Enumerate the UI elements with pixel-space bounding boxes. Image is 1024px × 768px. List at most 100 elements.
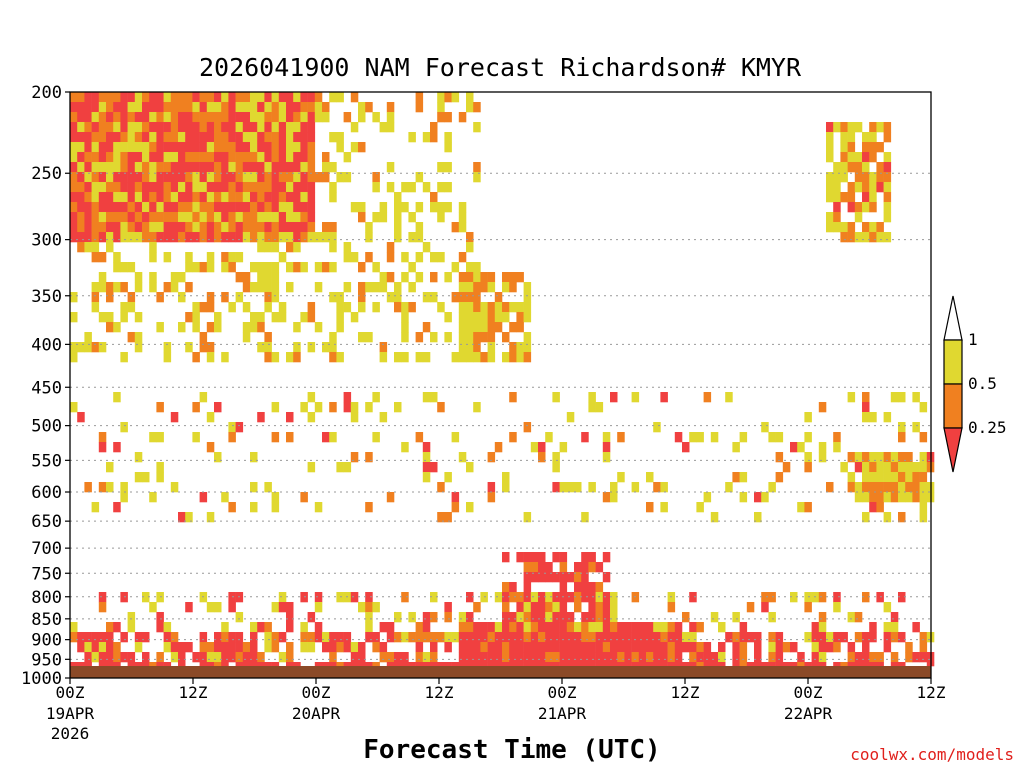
heatmap-cell bbox=[602, 552, 611, 563]
heatmap-cell bbox=[487, 622, 496, 633]
heatmap-cell bbox=[142, 142, 150, 153]
heatmap-cell bbox=[466, 312, 474, 323]
heatmap-cell bbox=[91, 292, 100, 303]
heatmap-cell bbox=[127, 172, 136, 183]
heatmap-cell bbox=[336, 352, 344, 363]
heatmap-cell bbox=[120, 302, 128, 313]
heatmap-cell bbox=[718, 662, 726, 667]
y-tick-label: 1000 bbox=[21, 669, 62, 689]
heatmap-cell bbox=[192, 152, 200, 163]
heatmap-cell bbox=[84, 222, 92, 233]
heatmap-cell bbox=[192, 222, 200, 233]
heatmap-cell bbox=[113, 152, 121, 163]
heatmap-cell bbox=[696, 622, 704, 633]
heatmap-cell bbox=[113, 142, 121, 153]
heatmap-cell bbox=[458, 282, 467, 293]
heatmap-cell bbox=[862, 142, 870, 153]
heatmap-cell bbox=[264, 482, 272, 493]
heatmap-cell bbox=[430, 662, 438, 667]
grid-lines bbox=[70, 172, 931, 660]
heatmap-cell bbox=[127, 152, 136, 163]
heatmap-cell bbox=[919, 402, 928, 413]
heatmap-cell bbox=[185, 102, 193, 113]
heatmap-cell bbox=[811, 662, 820, 667]
heatmap-cell bbox=[343, 462, 352, 473]
heatmap-cell bbox=[113, 252, 121, 263]
heatmap-cell bbox=[365, 592, 373, 603]
heatmap-cell bbox=[257, 152, 265, 163]
heatmap-cell bbox=[768, 612, 776, 623]
heatmap-cell bbox=[451, 632, 460, 643]
heatmap-cell bbox=[444, 602, 452, 613]
heatmap-cell bbox=[905, 652, 913, 663]
heatmap-cell bbox=[862, 642, 870, 653]
heatmap-cell bbox=[365, 332, 373, 343]
heatmap-cell bbox=[718, 652, 726, 663]
heatmap-cell bbox=[869, 622, 877, 633]
heatmap-cell bbox=[581, 432, 589, 443]
heatmap-cell bbox=[422, 352, 431, 363]
heatmap-cell bbox=[458, 652, 467, 663]
heatmap-cell bbox=[235, 632, 244, 643]
heatmap-cell bbox=[322, 102, 330, 113]
heatmap-cell bbox=[286, 262, 294, 273]
heatmap-cell bbox=[689, 632, 697, 643]
heatmap-cell bbox=[278, 592, 287, 603]
heatmap-cell bbox=[286, 622, 294, 633]
heatmap-cell bbox=[134, 152, 143, 163]
heatmap-cell bbox=[430, 642, 438, 653]
heatmap-cell bbox=[790, 442, 798, 453]
heatmap-cell bbox=[516, 662, 524, 667]
heatmap-cell bbox=[120, 112, 128, 123]
heatmap-cell bbox=[401, 252, 409, 263]
heatmap-cell bbox=[869, 142, 877, 153]
heatmap-cell bbox=[430, 592, 438, 603]
heatmap-cell bbox=[178, 92, 186, 103]
heatmap-cell bbox=[170, 232, 179, 243]
heatmap-cell bbox=[91, 252, 100, 263]
heatmap-cell bbox=[401, 632, 409, 643]
heatmap-cell bbox=[163, 622, 172, 633]
heatmap-cell bbox=[271, 662, 280, 667]
heatmap-cell bbox=[113, 182, 121, 193]
heatmap-cell bbox=[502, 632, 510, 643]
heatmap-cell bbox=[811, 622, 820, 633]
heatmap-cell bbox=[638, 662, 647, 667]
y-tick-label: 200 bbox=[31, 83, 62, 103]
heatmap-cell bbox=[120, 482, 128, 493]
heatmap-cell bbox=[307, 222, 316, 233]
heatmap-cell bbox=[401, 662, 409, 667]
heatmap-cell bbox=[163, 252, 172, 263]
heatmap-cell bbox=[300, 102, 308, 113]
heatmap-cell bbox=[264, 632, 272, 643]
heatmap-cell bbox=[437, 112, 445, 123]
heatmap-cell bbox=[631, 642, 640, 653]
heatmap-cell bbox=[343, 252, 352, 263]
heatmap-cell bbox=[228, 162, 236, 173]
heatmap-cell bbox=[221, 252, 229, 263]
heatmap-cell bbox=[98, 232, 107, 243]
heatmap-cell bbox=[898, 632, 906, 643]
heatmap-cell bbox=[365, 102, 373, 113]
heatmap-cell bbox=[214, 142, 222, 153]
heatmap-cell bbox=[869, 132, 877, 143]
heatmap-cell bbox=[408, 182, 416, 193]
heatmap-cell bbox=[163, 342, 172, 353]
heatmap-cell bbox=[545, 432, 553, 443]
heatmap-cell bbox=[70, 402, 78, 413]
heatmap-cell bbox=[329, 352, 337, 363]
heatmap-cell bbox=[379, 642, 388, 653]
heatmap-cell bbox=[581, 562, 589, 573]
heatmap-cell bbox=[221, 112, 229, 123]
heatmap-cell bbox=[286, 232, 294, 243]
heatmap-cell bbox=[473, 272, 481, 283]
heatmap-cell bbox=[883, 122, 892, 133]
heatmap-cell bbox=[250, 212, 258, 223]
heatmap-cell bbox=[552, 602, 560, 613]
heatmap-cell bbox=[170, 412, 179, 423]
heatmap-cell bbox=[379, 122, 388, 133]
heatmap-cell bbox=[307, 202, 316, 213]
heatmap-cell bbox=[876, 222, 884, 233]
heatmap-cell bbox=[127, 212, 136, 223]
heatmap-cell bbox=[322, 262, 330, 273]
